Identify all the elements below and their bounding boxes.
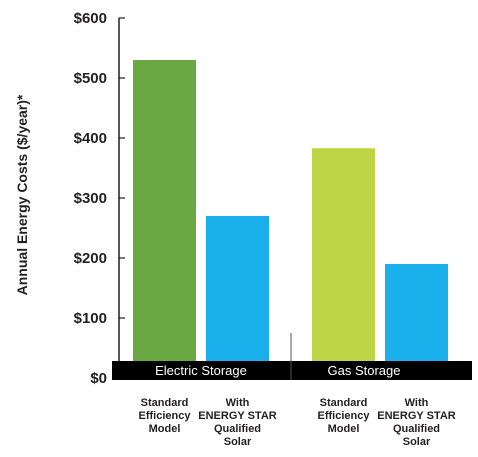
y-tick-label: $0 bbox=[90, 370, 107, 387]
group-band-background bbox=[112, 361, 472, 380]
bar bbox=[312, 148, 375, 378]
y-axis-label: Annual Energy Costs ($/year)* bbox=[14, 94, 30, 295]
group-label: Gas Storage bbox=[328, 363, 401, 378]
category-label: With bbox=[226, 397, 250, 409]
y-tick-label: $600 bbox=[74, 10, 107, 27]
bar bbox=[385, 264, 448, 378]
category-label: ENERGY STAR bbox=[198, 410, 276, 422]
group-label: Electric Storage bbox=[155, 363, 247, 378]
category-label: Model bbox=[149, 423, 181, 435]
y-tick-label: $300 bbox=[74, 190, 107, 207]
y-tick-label: $200 bbox=[74, 250, 107, 267]
category-label: Model bbox=[328, 423, 360, 435]
y-tick-label: $400 bbox=[74, 130, 107, 147]
category-label: Efficiency bbox=[318, 410, 371, 422]
category-label: ENERGY STAR bbox=[377, 410, 455, 422]
category-label: Solar bbox=[403, 436, 431, 448]
category-label: Standard bbox=[141, 397, 189, 409]
bars bbox=[133, 60, 448, 378]
group-band: Electric Storage Gas Storage bbox=[112, 333, 472, 380]
category-label: Solar bbox=[224, 436, 252, 448]
category-label: With bbox=[405, 397, 429, 409]
y-tick-label: $100 bbox=[74, 310, 107, 327]
y-axis: $0 $100 $200 $300 $400 $500 $600 bbox=[74, 10, 125, 387]
bar bbox=[133, 60, 196, 378]
bar bbox=[206, 216, 269, 378]
category-label: Efficiency bbox=[139, 410, 192, 422]
y-tick-label: $500 bbox=[74, 70, 107, 87]
category-label: Qualified bbox=[393, 423, 440, 435]
category-label: Standard bbox=[320, 397, 368, 409]
category-label: Qualified bbox=[214, 423, 261, 435]
